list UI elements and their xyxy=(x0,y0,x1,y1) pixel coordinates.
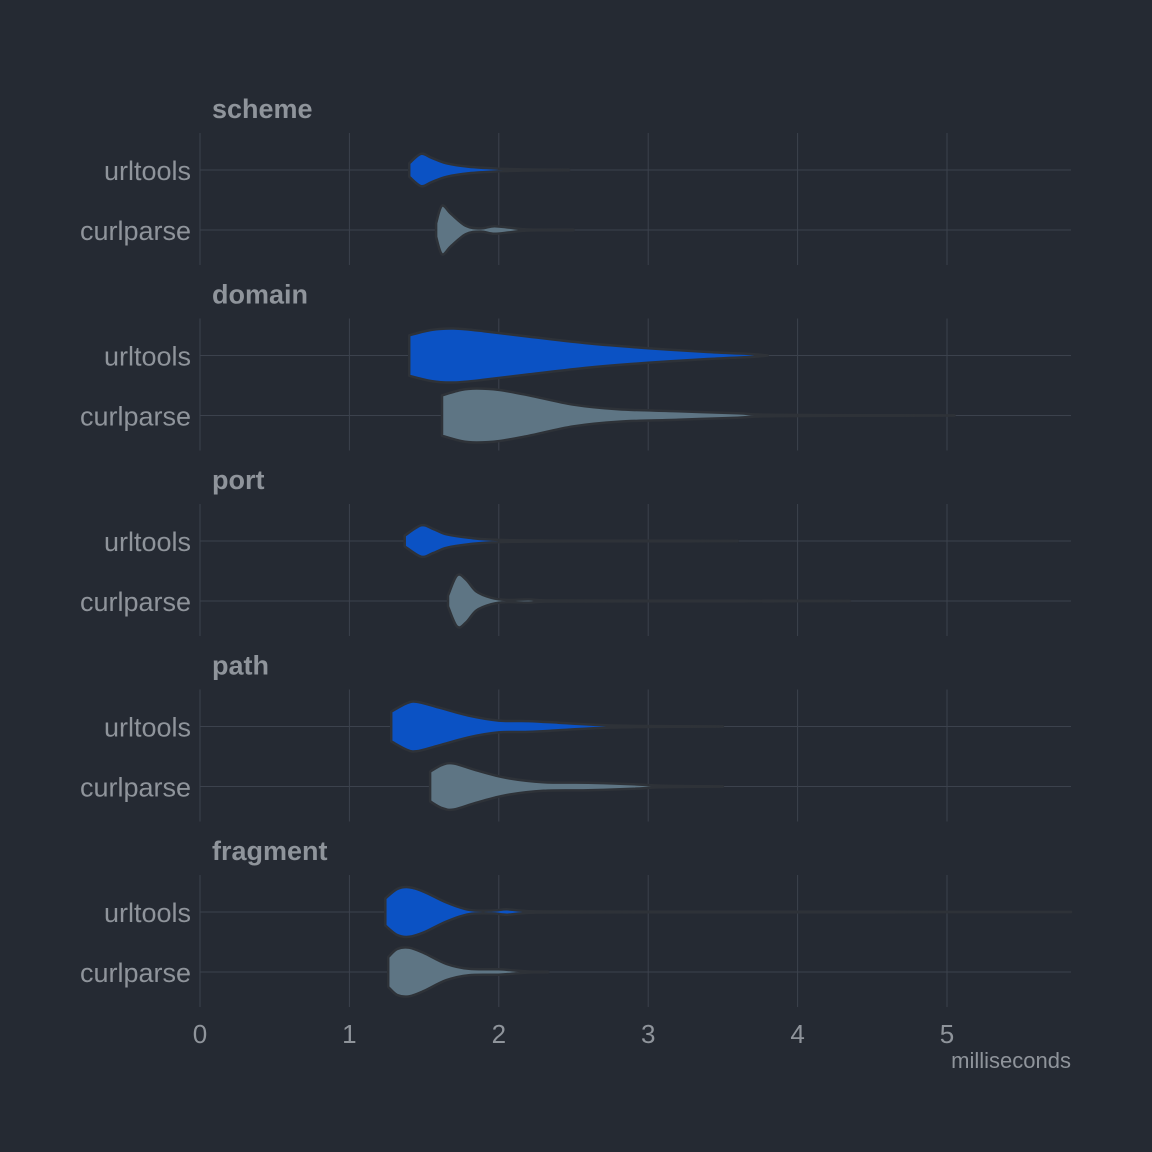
x-tick-label: 4 xyxy=(790,1019,804,1049)
category-label-urltools: urltools xyxy=(104,156,191,186)
violin-domain-curlparse xyxy=(440,387,956,444)
x-tick-label: 5 xyxy=(940,1019,954,1049)
violin-port-curlparse xyxy=(446,573,852,629)
category-label-curlparse: curlparse xyxy=(80,773,191,803)
facet-title-domain: domain xyxy=(212,280,308,310)
violin-fragment-curlparse xyxy=(386,946,550,998)
category-label-urltools: urltools xyxy=(104,713,191,743)
violin-scheme-curlparse xyxy=(434,204,575,256)
violin-path-urltools xyxy=(389,700,725,753)
facet-title-port: port xyxy=(212,465,264,495)
category-label-curlparse: curlparse xyxy=(80,958,191,988)
violin-domain-urltools xyxy=(407,327,769,384)
facet-title-fragment: fragment xyxy=(212,836,328,866)
x-tick-label: 3 xyxy=(641,1019,655,1049)
category-label-curlparse: curlparse xyxy=(80,587,191,617)
x-tick-label: 0 xyxy=(193,1019,207,1049)
category-label-urltools: urltools xyxy=(104,527,191,557)
x-tick-label: 2 xyxy=(492,1019,506,1049)
category-label-curlparse: curlparse xyxy=(80,402,191,432)
facet-title-path: path xyxy=(212,651,269,681)
violin-path-curlparse xyxy=(428,761,725,812)
category-label-urltools: urltools xyxy=(104,898,191,928)
grid-layer xyxy=(199,133,1071,1007)
facet-title-scheme: scheme xyxy=(212,94,313,124)
violins-layer xyxy=(384,152,1073,998)
category-label-urltools: urltools xyxy=(104,342,191,372)
x-axis-title: milliseconds xyxy=(951,1048,1071,1073)
x-axis: 0 1 2 3 4 5 xyxy=(193,1019,954,1049)
violin-fragment-urltools xyxy=(384,885,1073,939)
category-label-curlparse: curlparse xyxy=(80,216,191,246)
violin-scheme-urltools xyxy=(407,152,571,188)
x-tick-label: 1 xyxy=(342,1019,356,1049)
labels-layer: scheme urltools curlparse domain urltools cur… xyxy=(80,94,328,988)
violin-port-urltools xyxy=(403,523,740,559)
